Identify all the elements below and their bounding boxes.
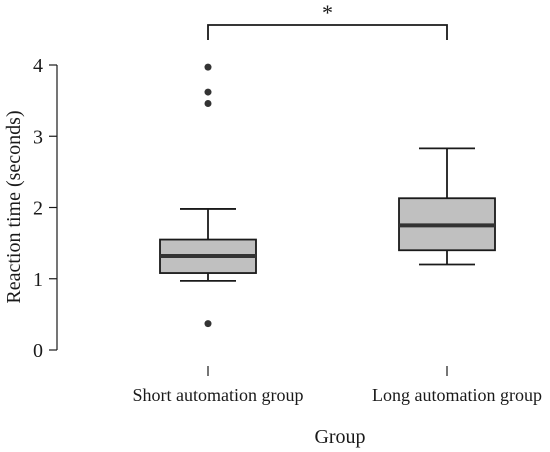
- outlier-point-0-3: [204, 63, 212, 71]
- y-tick-label-1: 1: [33, 269, 43, 291]
- significance-annotation: *: [207, 0, 448, 40]
- x-tick-label-0: Short automation group: [133, 385, 304, 405]
- x-axis-title: Group: [314, 426, 365, 448]
- box-group-1: [398, 147, 496, 266]
- significance-bracket: [207, 24, 448, 40]
- outlier-point-0-1: [204, 99, 212, 107]
- significance-label: *: [322, 0, 333, 25]
- y-axis-title: Reaction time (seconds): [3, 110, 25, 303]
- x-axis: Short automation group Long automation gr…: [133, 366, 542, 405]
- outlier-point-0-2: [204, 88, 212, 96]
- y-tick-label-2: 2: [33, 198, 43, 220]
- x-tick-label-1: Long automation group: [372, 385, 542, 405]
- box-group-0: [159, 63, 257, 328]
- outlier-point-0-0: [204, 320, 212, 328]
- y-tick-label-3: 3: [33, 126, 43, 148]
- y-tick-label-4: 4: [33, 55, 43, 77]
- y-tick-label-0: 0: [33, 340, 43, 362]
- plot-area: [159, 63, 496, 328]
- y-axis: 0 1 2 3 4: [33, 55, 58, 362]
